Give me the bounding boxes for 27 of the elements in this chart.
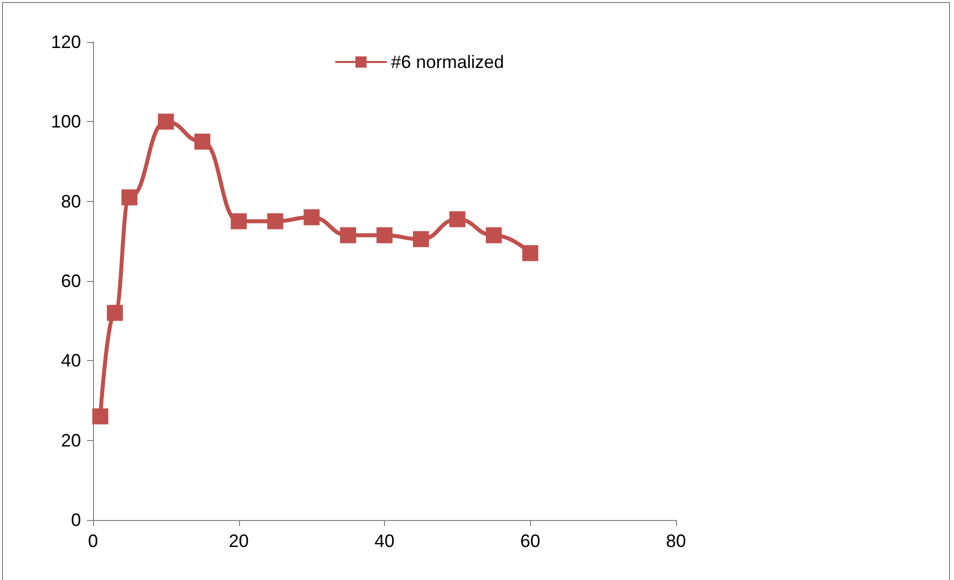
point [376, 227, 392, 244]
point [121, 189, 138, 206]
point [230, 213, 247, 230]
point [158, 114, 174, 130]
y-tick-label: 80 [60, 191, 81, 212]
x-tick-label: 60 [520, 531, 540, 551]
y-tick-label: 100 [50, 112, 81, 132]
point [92, 408, 108, 424]
x-tick-label: 40 [374, 531, 395, 551]
point [449, 211, 466, 228]
point [486, 227, 502, 244]
point [304, 209, 320, 226]
x-tick-label: 20 [228, 531, 249, 551]
point [340, 227, 356, 244]
x-tick-label: 0 [88, 531, 98, 551]
x-tick-label: 80 [666, 531, 686, 551]
legend-label: #6 normalized [391, 52, 504, 72]
point [194, 134, 210, 150]
point [412, 231, 429, 248]
point [522, 245, 538, 262]
y-tick-label: 60 [60, 271, 81, 291]
point [267, 213, 284, 230]
point [106, 304, 123, 321]
y-tick-label: 120 [50, 32, 81, 52]
y-tick-label: 0 [70, 510, 81, 530]
y-tick-label: 40 [60, 350, 81, 371]
y-tick-label: 20 [60, 430, 81, 450]
